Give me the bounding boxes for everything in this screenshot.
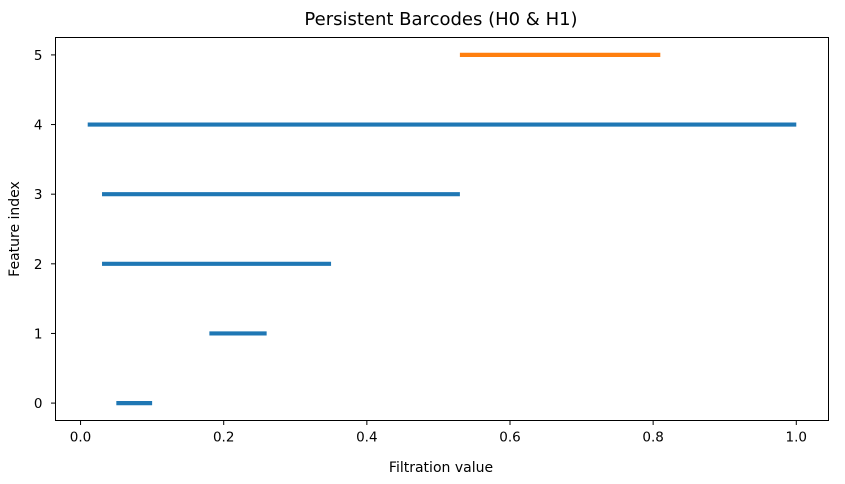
x-tick-label: 0.8 xyxy=(642,430,663,446)
y-tick-label: 4 xyxy=(34,118,43,134)
x-tick-label: 0.0 xyxy=(70,430,91,446)
x-tick-label: 1.0 xyxy=(786,430,807,446)
y-tick-label: 3 xyxy=(34,187,43,203)
y-tick-label: 1 xyxy=(34,326,43,342)
y-axis-label: Feature index xyxy=(7,181,23,277)
y-tick-label: 0 xyxy=(34,396,43,412)
x-tick-label: 0.6 xyxy=(499,430,520,446)
barcode-bars xyxy=(87,52,797,406)
y-tick-label: 2 xyxy=(34,257,43,273)
x-tick-label: 0.2 xyxy=(213,430,234,446)
axis-ticks: 0.0 0.2 0.4 0.6 0.8 1.0 0 1 2 3 4 5 xyxy=(34,48,807,446)
chart-title: Persistent Barcodes (H0 & H1) xyxy=(304,9,577,30)
plot-area-frame xyxy=(55,37,829,421)
x-tick-label: 0.4 xyxy=(356,430,377,446)
y-tick-label: 5 xyxy=(34,48,43,64)
x-axis-label: Filtration value xyxy=(389,460,493,476)
